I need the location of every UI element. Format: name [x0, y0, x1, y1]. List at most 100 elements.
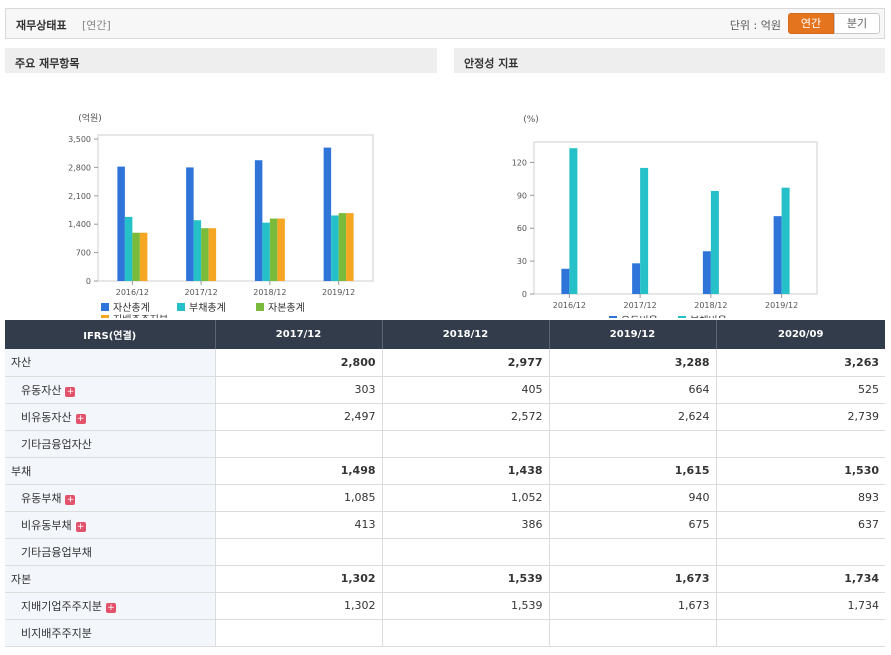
table-cell: 675	[548, 511, 716, 539]
table-row: 자산 2,800 2,977 3,288 3,263	[5, 349, 885, 377]
table-cell: 1,673	[548, 592, 716, 620]
table-row: 기타금융업부채	[5, 538, 885, 566]
y-axis-label: (억원)	[78, 112, 102, 124]
table-cell: 413	[214, 511, 382, 539]
table-cell: 1,302	[214, 565, 382, 593]
row-label: 지배기업주주지분 +	[5, 592, 215, 620]
row-label: 비유동부채 +	[5, 511, 215, 539]
column-header-period: 2018/12	[381, 320, 549, 349]
table-cell: 525	[715, 376, 885, 404]
table-cell: 1,498	[214, 457, 382, 485]
legend-label: 자본총계	[268, 302, 305, 314]
table-row: 유동부채 +1,085 1,052 940 893	[5, 484, 885, 512]
table-cell: 3,263	[715, 349, 885, 377]
legend-label: 유동비율	[621, 315, 658, 318]
table-cell: 664	[548, 376, 716, 404]
table-cell	[381, 430, 549, 458]
y-tick-label: 120	[512, 158, 527, 167]
table-row: 비지배주주지분	[5, 619, 885, 647]
row-label-text: 지배기업주주지분	[21, 599, 102, 613]
table-header-row: IFRS(연결) 2017/12 2018/12 2019/12 2020/09	[5, 320, 885, 349]
bar	[186, 167, 194, 281]
bar	[561, 268, 570, 294]
table-cell: 1,734	[715, 592, 885, 620]
stability-panel: 안정성 지표 (%) 0 30 60 90 120 2016/12 2017/12 2018/1…	[454, 48, 885, 327]
table-row: 부채 1,498 1,438 1,615 1,530	[5, 457, 885, 485]
financial-items-chart: (억원) 0 700 1,400 2,100 2,800 3,500 2016/12 2017/…	[68, 112, 374, 326]
tab-annual[interactable]: 연간	[788, 13, 834, 34]
table-row: 유동자산 +303 405 664 525	[5, 376, 885, 404]
plot-frame	[533, 141, 818, 295]
table-cell: 1,052	[381, 484, 549, 512]
table-cell: 1,734	[715, 565, 885, 593]
x-tick-label: 2017/12	[624, 301, 657, 310]
y-tick-label: 0	[86, 277, 91, 286]
row-label-text: 기타금융업자산	[21, 437, 92, 451]
y-axis-label: (%)	[523, 115, 539, 125]
row-label: 자산	[5, 349, 215, 377]
table-cell	[214, 619, 382, 647]
legend-label: 부채비율	[690, 315, 727, 318]
table-cell: 1,615	[548, 457, 716, 485]
expand-plus-icon[interactable]: +	[75, 413, 86, 424]
stability-chart: (%) 0 30 60 90 120 2016/12 2017/12 2018/12 2019/1…	[512, 115, 818, 327]
row-label: 부채	[5, 457, 215, 485]
legend-swatch	[256, 303, 264, 311]
legend-swatch	[101, 315, 109, 323]
bar	[632, 263, 641, 294]
bar	[139, 232, 148, 281]
bar	[710, 190, 719, 294]
bar	[124, 216, 133, 281]
table-cell	[548, 538, 716, 566]
financial-items-panel: 주요 재무항목 (억원) 0 700 1,400 2,100 2,800 3,500 2016…	[5, 48, 437, 326]
bar	[269, 218, 278, 281]
legend-label: 지배주주지분	[113, 314, 168, 318]
expand-plus-icon[interactable]: +	[65, 386, 76, 397]
row-label-text: 비지배주주지분	[21, 626, 92, 640]
table-cell: 637	[715, 511, 885, 539]
bar	[338, 213, 347, 281]
legend-swatch	[101, 303, 109, 311]
tab-quarter[interactable]: 분기	[834, 13, 880, 34]
row-label-text: 유동자산	[21, 383, 62, 397]
table-cell	[715, 538, 885, 566]
x-tick-label: 2017/12	[185, 288, 218, 297]
bar	[346, 213, 354, 281]
bar	[331, 215, 339, 281]
table-row: 기타금융업자산	[5, 430, 885, 458]
section-header: 재무상태표 [연간] 단위 : 억원 연간 분기	[5, 8, 885, 39]
table-cell	[214, 430, 382, 458]
x-tick-label: 2016/12	[116, 288, 149, 297]
section-subtitle: [연간]	[82, 19, 111, 32]
column-header-period: 2019/12	[548, 320, 716, 349]
unit-label: 단위 : 억원	[729, 19, 781, 32]
legend-swatch	[177, 303, 185, 311]
table-cell: 1,302	[214, 592, 382, 620]
table-cell: 2,572	[381, 403, 549, 431]
y-tick-label: 2,800	[68, 163, 91, 172]
table-cell	[715, 619, 885, 647]
y-tick-label: 90	[517, 191, 527, 200]
table-cell: 2,624	[548, 403, 716, 431]
row-label-text: 비유동자산	[21, 410, 72, 424]
bar	[117, 166, 125, 281]
expand-plus-icon[interactable]: +	[75, 521, 86, 532]
expand-plus-icon[interactable]: +	[65, 494, 76, 505]
bar	[323, 147, 332, 281]
bar	[193, 220, 202, 281]
table-cell: 940	[548, 484, 716, 512]
bar	[640, 167, 649, 294]
table-cell	[548, 430, 716, 458]
row-label: 비유동자산 +	[5, 403, 215, 431]
legend-label: 부채총계	[189, 302, 226, 314]
table-row: 비유동자산 +2,497 2,572 2,624 2,739	[5, 403, 885, 431]
table-cell: 303	[214, 376, 382, 404]
table-cell: 893	[715, 484, 885, 512]
row-label-text: 자본	[11, 572, 32, 586]
stability-title: 안정성 지표	[454, 48, 885, 73]
row-label: 비지배주주지분	[5, 619, 215, 647]
table-cell: 1,539	[381, 565, 549, 593]
row-label-text: 기타금융업부채	[21, 545, 92, 559]
expand-plus-icon[interactable]: +	[105, 602, 116, 613]
table-cell: 1,673	[548, 565, 716, 593]
